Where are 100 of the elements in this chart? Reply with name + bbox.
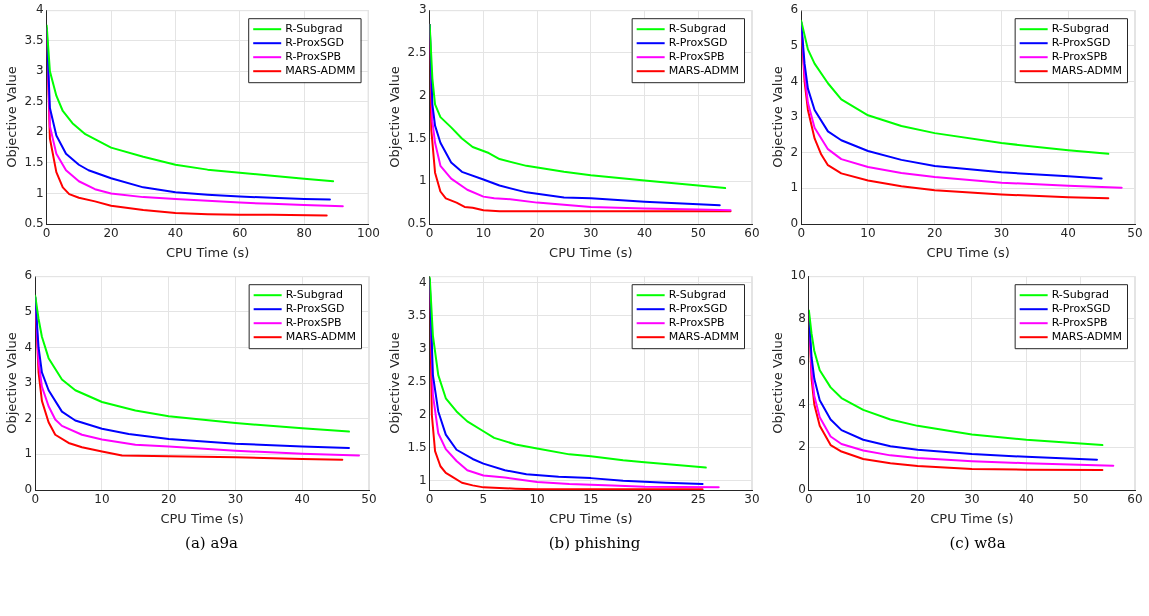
x-tick-label: 100 (357, 226, 380, 241)
y-axis-title: Objective Value (387, 332, 403, 434)
y-tick-label: 8 (798, 311, 806, 326)
y-tick-label: 2 (798, 439, 806, 454)
x-axis-title: CPU Time (s) (160, 510, 244, 526)
y-tick-label: 4 (419, 274, 427, 289)
y-tick-label: 0 (790, 216, 799, 231)
y-tick-label: 6 (798, 353, 806, 368)
x-axis-title: CPU Time (s) (549, 510, 633, 526)
x-tick-label: 10 (855, 492, 871, 507)
text: (a) a9a (184, 534, 239, 552)
x-tick-label: 20 (636, 492, 653, 507)
x-tick-label: 40 (1018, 492, 1034, 507)
y-tick-label: 2.5 (407, 373, 427, 388)
y-tick-label: 1 (24, 446, 33, 461)
y-tick-label: 1.5 (24, 155, 44, 170)
y-tick-label: 1 (790, 180, 799, 195)
y-tick-label: 0.5 (407, 216, 427, 231)
y-axis-title: Objective Value (4, 332, 20, 434)
legend-label: MARS-ADMM (668, 64, 740, 78)
y-tick-label: 0.5 (24, 216, 44, 231)
y-axis-title: Objective Value (770, 66, 786, 168)
y-axis-title: Objective Value (4, 66, 20, 168)
y-tick-label: 2.5 (407, 45, 427, 60)
x-tick-label: 10 (529, 492, 545, 507)
legend-label: R-Subgrad (668, 22, 726, 36)
x-axis-title: CPU Time (s) (549, 244, 633, 260)
y-tick-label: 4 (790, 73, 799, 88)
x-tick-label: 30 (993, 226, 1010, 241)
x-tick-label: 20 (529, 226, 545, 241)
y-tick-label: 1 (419, 173, 427, 188)
legend-label: R-ProxSGD (285, 302, 345, 316)
y-tick-label: 2 (419, 87, 427, 102)
x-tick-label: 50 (1073, 492, 1089, 507)
legend-label: R-ProxSPB (285, 50, 342, 64)
legend-label: MARS-ADMM (285, 64, 356, 78)
y-tick-label: 6 (790, 2, 799, 17)
y-tick-label: 3.5 (24, 32, 44, 47)
legend-label: R-Subgrad (668, 288, 726, 302)
x-tick-label: 10 (860, 226, 876, 241)
x-tick-label: 60 (744, 226, 760, 241)
x-tick-label: 10 (94, 492, 110, 507)
x-tick-label: 20 (909, 492, 926, 507)
x-tick-label: 30 (744, 492, 760, 507)
x-tick-label: 5 (479, 492, 488, 507)
y-tick-label: 4 (36, 2, 44, 17)
x-tick-label: 30 (964, 492, 980, 507)
x-tick-label: 50 (361, 492, 377, 507)
y-tick-label: 4 (798, 396, 806, 411)
legend-label: R-ProxSPB (668, 50, 725, 64)
y-axis-title: Objective Value (770, 332, 786, 434)
x-tick-label: 25 (690, 492, 706, 507)
x-tick-label: 50 (1127, 226, 1143, 241)
legend-label: R-ProxSGD (285, 36, 344, 50)
x-axis-title: CPU Time (s) (926, 244, 1010, 260)
y-tick-label: 1 (36, 185, 44, 200)
y-tick-label: 4 (24, 339, 33, 354)
x-axis-title: CPU Time (s) (930, 510, 1014, 526)
legend-label: MARS-ADMM (1051, 64, 1123, 78)
text: (c) w8a (948, 534, 1007, 552)
x-tick-label: 40 (636, 226, 653, 241)
x-tick-label: 20 (103, 226, 119, 241)
x-tick-label: 20 (927, 226, 943, 241)
y-tick-label: 0 (798, 482, 806, 497)
y-tick-label: 5 (24, 303, 33, 318)
x-tick-label: 30 (227, 492, 244, 507)
legend-label: MARS-ADMM (285, 330, 357, 344)
x-tick-label: 50 (690, 226, 706, 241)
x-tick-label: 40 (1060, 226, 1076, 241)
legend-label: R-ProxSGD (1051, 302, 1111, 316)
legend-label: R-Subgrad (1051, 22, 1109, 36)
y-tick-label: 6 (24, 268, 33, 283)
legend-label: R-ProxSGD (1051, 36, 1111, 50)
x-tick-label: 30 (583, 226, 599, 241)
y-tick-label: 2 (24, 410, 33, 425)
y-tick-label: 2 (36, 124, 44, 139)
x-tick-label: 40 (167, 226, 184, 241)
x-tick-label: 80 (296, 226, 312, 241)
x-tick-label: 10 (475, 226, 492, 241)
legend-label: R-ProxSPB (1051, 316, 1108, 330)
y-tick-label: 2.5 (24, 93, 44, 108)
x-tick-label: 40 (294, 492, 310, 507)
y-tick-label: 5 (790, 37, 799, 52)
x-axis-title: CPU Time (s) (165, 244, 250, 260)
legend-label: R-Subgrad (285, 22, 343, 36)
x-tick-label: 60 (1127, 492, 1143, 507)
legend-label: R-ProxSGD (668, 302, 728, 316)
y-tick-label: 1.5 (407, 130, 427, 145)
y-tick-label: 3 (419, 2, 427, 17)
x-tick-label: 20 (161, 492, 177, 507)
y-tick-label: 10 (790, 268, 806, 283)
y-tick-label: 2 (419, 406, 427, 421)
y-tick-label: 0 (24, 482, 33, 497)
y-axis-title: Objective Value (387, 66, 403, 168)
legend-label: R-ProxSPB (285, 316, 342, 330)
legend-label: R-ProxSPB (668, 316, 725, 330)
y-tick-label: 3 (419, 340, 427, 355)
y-tick-label: 3.5 (407, 307, 427, 322)
text: (b) phishing (547, 534, 642, 552)
legend-label: R-ProxSGD (668, 36, 728, 50)
